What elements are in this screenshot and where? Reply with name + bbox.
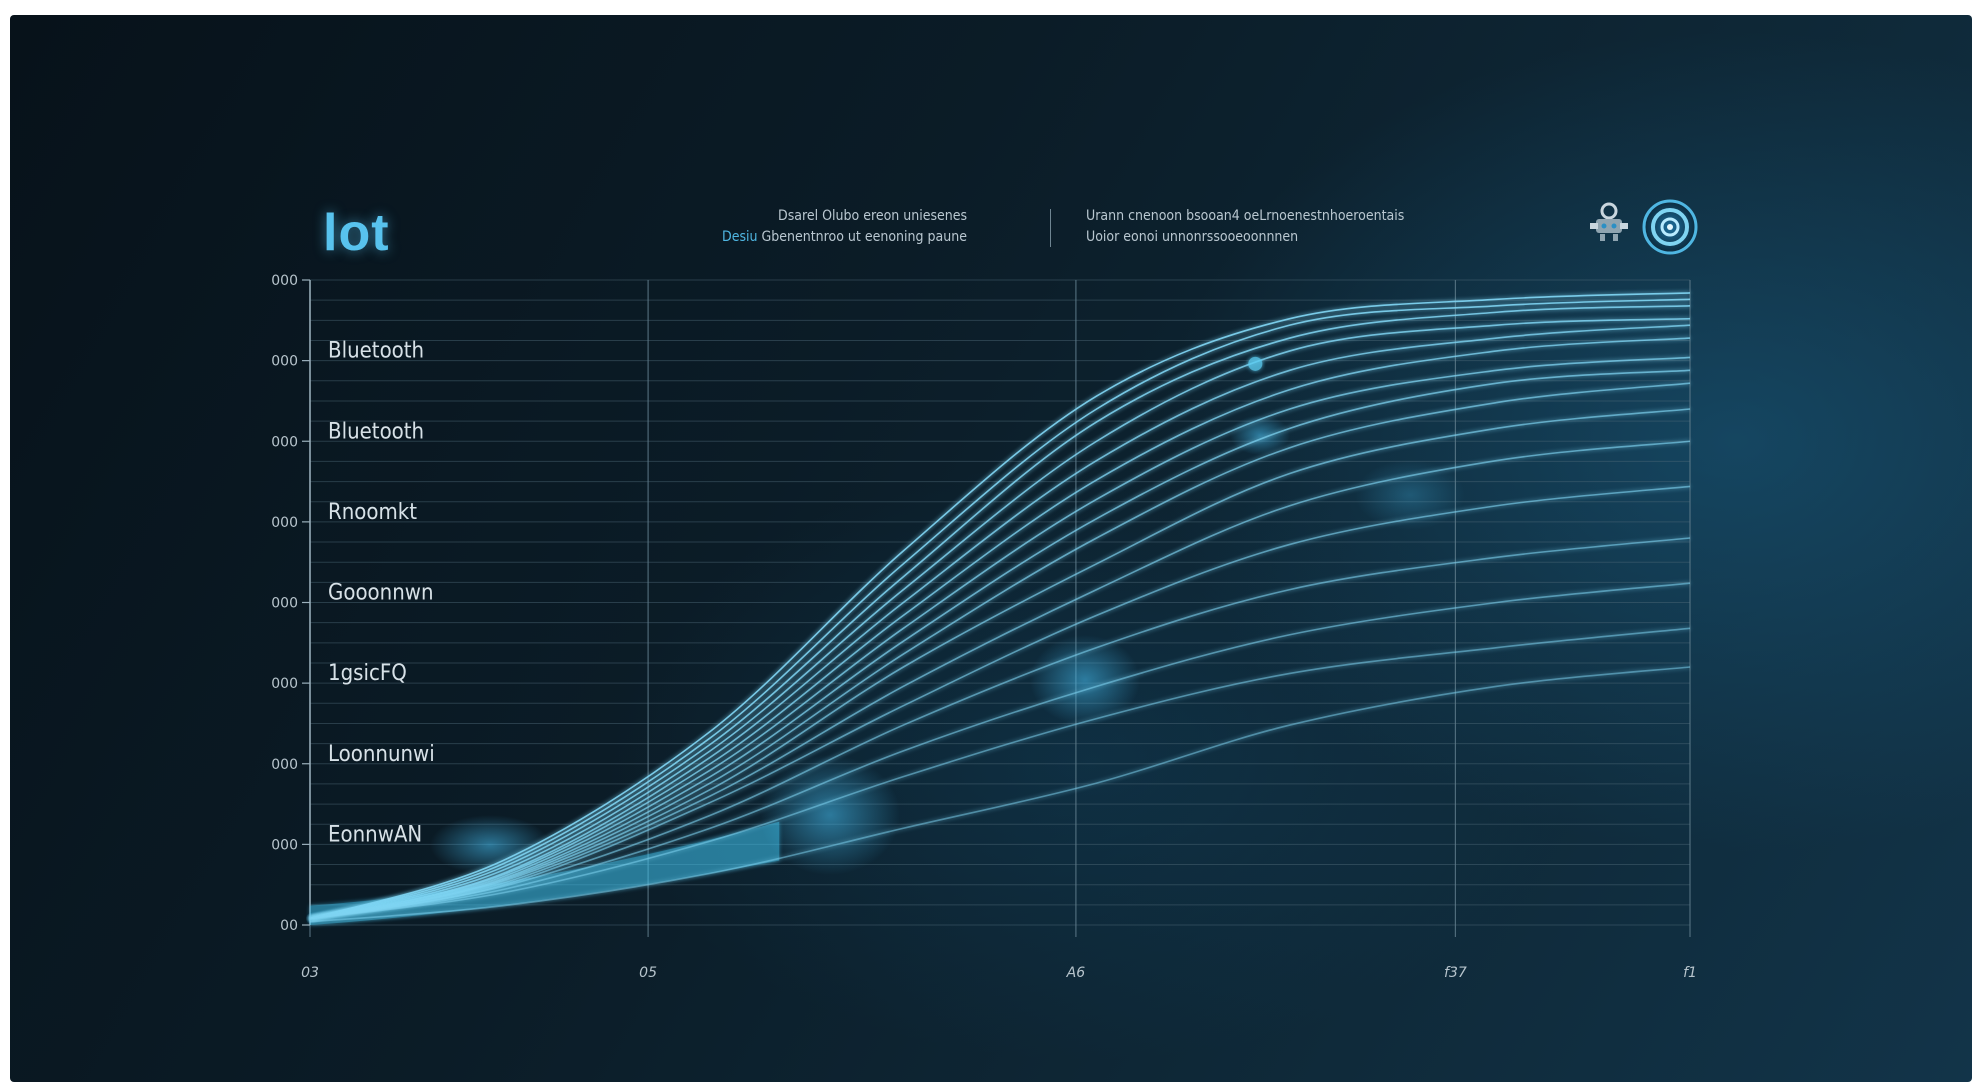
glow-blobs: [430, 415, 1465, 875]
series-line: [309, 627, 1691, 920]
grid: [309, 279, 1691, 937]
y-tick-label: 000: [271, 434, 298, 450]
header-left-line2: Gbenentnroo ut eenoning paune: [761, 229, 967, 245]
dashboard-frame: lot Dsarel Olubo ereon uniesenes Desiu G…: [10, 15, 1972, 1082]
x-tick-label: f37: [1444, 965, 1467, 981]
series-line: [309, 485, 1691, 920]
series-line: [309, 440, 1691, 920]
series-line: [309, 292, 1691, 920]
x-tick-label: A6: [1066, 965, 1086, 981]
series-category-label: 1gsicFQ: [328, 661, 407, 686]
series-line: [309, 324, 1691, 920]
y-tick-label: 000: [271, 837, 298, 853]
series-category-label: Bluetooth: [328, 419, 424, 444]
series-line: [309, 408, 1691, 920]
series-lines: [309, 292, 1691, 925]
header-divider: [1050, 209, 1051, 247]
y-tick-label: 000: [271, 515, 298, 531]
series-line: [309, 298, 1691, 920]
y-tick-label: 000: [271, 757, 298, 773]
series-category-label: Rnoomkt: [328, 500, 417, 525]
header-left-line2-wrap: Desiu Gbenentnroo ut eenoning paune: [722, 229, 967, 245]
y-tick-label: 000: [271, 676, 298, 692]
series-line: [309, 582, 1691, 920]
header-right-line2: Uoior eonoi unnonrssooeoonnnen: [1086, 229, 1299, 245]
header-right-line1: Urann cnenoon bsooan4 oeLrnoenestnhoeroe…: [1086, 208, 1405, 224]
y-tick-label: 000: [271, 596, 298, 612]
x-tick-label: f1: [1683, 965, 1697, 981]
header-left-accent: Desiu: [722, 229, 758, 245]
y-tick-label: 000: [271, 354, 298, 370]
series-line: [309, 337, 1691, 920]
y-tick-label: 000: [271, 273, 298, 289]
ring-target-icon[interactable]: [1642, 199, 1698, 255]
series-line: [309, 305, 1691, 920]
series-line: [309, 537, 1691, 920]
series-category-label: Gooonnwn: [328, 581, 434, 606]
highlight-point: [1248, 356, 1263, 371]
series-line: [309, 369, 1691, 920]
y-tick-label: 00: [280, 918, 298, 934]
x-tick-label: 05: [639, 965, 657, 981]
robot-glyph-icon[interactable]: [1586, 199, 1632, 243]
x-tick-label: 03: [301, 965, 319, 981]
header-left-line1: Dsarel Olubo ereon uniesenes: [778, 208, 968, 224]
series-line: [309, 356, 1691, 920]
series-category-label: EonnwAN: [328, 822, 422, 847]
series-category-label: Bluetooth: [328, 339, 424, 364]
series-line: [309, 317, 1691, 920]
series-line: [309, 382, 1691, 920]
series-line: [309, 666, 1691, 923]
iot-logo: lot: [323, 204, 390, 262]
series-category-label: Loonnunwi: [328, 742, 435, 767]
